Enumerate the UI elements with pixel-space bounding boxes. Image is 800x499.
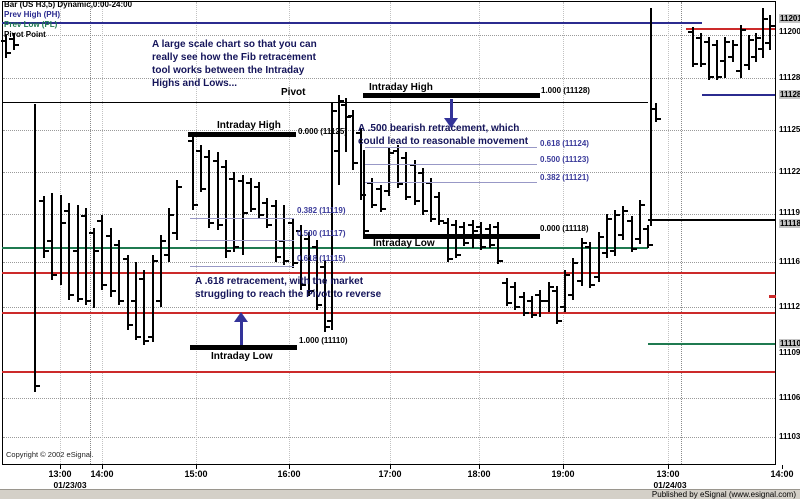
axis-tick [668,465,669,469]
legend-item-prev-high: Prev High (PH) [4,10,61,19]
axis-tick [563,465,564,469]
axis-time-label: 14:00 [90,469,114,479]
price-axis[interactable]: 11201 11200 11128 11128 11125 11122 11119 11118… [777,0,800,465]
axis-time-label: 17:00 [378,469,402,479]
axis-time-label: 13:00 [656,469,680,479]
axis-price-label: 11200 [779,27,800,36]
axis-time-label: 18:00 [467,469,491,479]
axis-price-label: 11110 [779,339,800,348]
axis-price-label: 11125 [779,125,800,134]
axis-time-label: 13:00 [48,469,72,479]
axis-tick [60,465,61,469]
axis-time-label: 14:00 [770,469,794,479]
axis-price-label: 11118 [779,219,800,228]
axis-time-label: 15:00 [184,469,208,479]
axis-price-label: 11122 [779,167,800,176]
published-by-text: Published by eSignal (www.esignal.com) [651,490,796,499]
chart-legend: Bar (US H3,5) Dynamic,0:00-24:00 Prev Hi… [4,0,132,40]
legend-item-pivot-point: Pivot Point [4,30,46,39]
axis-price-label: 11119 [779,208,800,217]
axis-tick [289,465,290,469]
legend-item-prev-low: Prev Low (PL) [4,20,58,29]
axis-price-label: 11116 [779,257,800,266]
time-axis[interactable]: 13:00 14:00 15:00 16:00 17:00 18:00 19:00 13:00… [0,465,800,490]
axis-price-label: 11201 [779,14,800,23]
axis-tick [782,465,783,469]
axis-time-label: 19:00 [551,469,575,479]
axis-price-label: 11128 [779,73,800,82]
legend-title: Bar (US H3,5) Dynamic,0:00-24:00 [4,0,133,9]
axis-date-label: 01/24/03 [653,480,687,490]
axis-tick [102,465,103,469]
publisher-bar: Published by eSignal (www.esignal.com) [0,489,800,499]
axis-date-label: 01/23/03 [53,480,87,490]
axis-tick [390,465,391,469]
axis-tick [196,465,197,469]
axis-price-label: 11112 [779,302,800,311]
axis-tick [479,465,480,469]
axis-price-label: 11106 [779,393,800,402]
copyright-text: Copyright © 2002 eSignal. [6,450,94,459]
axis-time-label: 16:00 [277,469,301,479]
axis-price-label: 11103 [779,432,800,441]
axis-price-label: 11109 [779,348,800,357]
chart-plot-area[interactable] [2,1,776,465]
axis-price-label: 11128 [779,90,800,99]
